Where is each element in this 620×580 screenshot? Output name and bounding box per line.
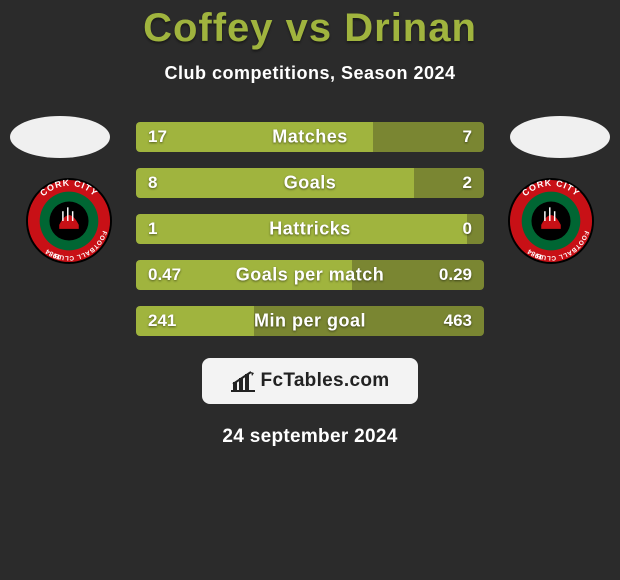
club-crest-right: CORK CITY FOOTBALL CLUB 1984 [502, 178, 600, 264]
stat-value-left: 241 [148, 311, 176, 331]
stat-value-right: 0 [463, 219, 472, 239]
stat-value-right: 7 [463, 127, 472, 147]
stat-row: Hattricks1 0 [136, 214, 484, 244]
stat-label: Goals per match [136, 265, 484, 286]
subtitle: Club competitions, Season 2024 [0, 51, 620, 84]
watermark: FcTables.com [202, 358, 418, 404]
player-left-avatar [10, 116, 110, 158]
stats-panel: Matches17 7 Goals8 2 Hattricks1 0 Goals per ma… [136, 122, 484, 336]
stat-label: Min per goal [136, 311, 484, 332]
watermark-text: FcTables.com [261, 370, 390, 392]
stat-label: Matches [136, 127, 484, 148]
club-crest-left: CORK CITY FOOTBALL CLUB 1984 [20, 178, 118, 264]
stat-value-left: 0.47 [148, 265, 181, 285]
stat-value-right: 0.29 [439, 265, 472, 285]
stat-value-left: 17 [148, 127, 167, 147]
stat-row: Goals8 2 [136, 168, 484, 198]
stat-row: Goals per match0.47 0.29 [136, 260, 484, 290]
stat-value-left: 1 [148, 219, 157, 239]
stat-value-right: 463 [444, 311, 472, 331]
stat-row: Matches17 7 [136, 122, 484, 152]
stat-label: Goals [136, 173, 484, 194]
page-title: Coffey vs Drinan [0, 0, 620, 51]
stat-value-right: 2 [463, 173, 472, 193]
stat-label: Hattricks [136, 219, 484, 240]
chart-icon [231, 370, 255, 392]
stat-row: Min per goal241 463 [136, 306, 484, 336]
player-right-avatar [510, 116, 610, 158]
footer-date: 24 september 2024 [0, 426, 620, 448]
stat-value-left: 8 [148, 173, 157, 193]
